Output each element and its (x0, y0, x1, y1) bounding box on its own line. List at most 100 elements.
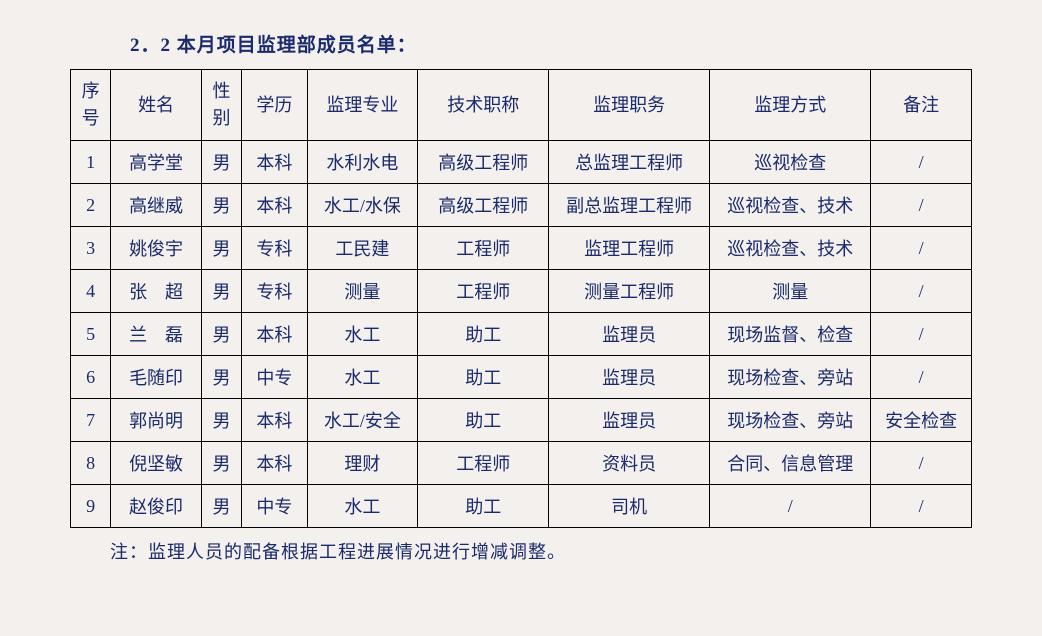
cell-position: 监理员 (549, 313, 710, 356)
th-gender: 性别 (201, 70, 241, 141)
footnote: 注：监理人员的配备根据工程进展情况进行增减调整。 (110, 538, 972, 564)
cell-title: 助工 (418, 399, 549, 442)
cell-edu: 本科 (242, 313, 307, 356)
cell-seq: 6 (71, 356, 111, 399)
table-row: 4张 超男专科测量工程师测量工程师测量/ (71, 270, 972, 313)
cell-major: 水工 (307, 356, 418, 399)
cell-edu: 专科 (242, 270, 307, 313)
cell-remark: / (871, 356, 972, 399)
cell-method: 巡视检查、技术 (710, 184, 871, 227)
cell-seq: 4 (71, 270, 111, 313)
cell-title: 助工 (418, 356, 549, 399)
table-row: 7郭尚明男本科水工/安全助工监理员现场检查、旁站安全检查 (71, 399, 972, 442)
th-edu: 学历 (242, 70, 307, 141)
cell-method: / (710, 485, 871, 528)
cell-title: 工程师 (418, 270, 549, 313)
th-name: 姓名 (111, 70, 202, 141)
cell-gender: 男 (201, 485, 241, 528)
cell-name: 兰 磊 (111, 313, 202, 356)
cell-position: 监理员 (549, 399, 710, 442)
cell-edu: 本科 (242, 399, 307, 442)
table-header-row: 序号 姓名 性别 学历 监理专业 技术职称 监理职务 监理方式 备注 (71, 70, 972, 141)
cell-title: 助工 (418, 313, 549, 356)
cell-position: 监理工程师 (549, 227, 710, 270)
cell-major: 水工/水保 (307, 184, 418, 227)
table-row: 8倪坚敏男本科理财工程师资料员合同、信息管理/ (71, 442, 972, 485)
cell-gender: 男 (201, 313, 241, 356)
cell-title: 助工 (418, 485, 549, 528)
cell-seq: 5 (71, 313, 111, 356)
cell-gender: 男 (201, 227, 241, 270)
table-row: 5兰 磊男本科水工助工监理员现场监督、检查/ (71, 313, 972, 356)
cell-remark: / (871, 270, 972, 313)
cell-major: 理财 (307, 442, 418, 485)
cell-title: 工程师 (418, 442, 549, 485)
cell-seq: 3 (71, 227, 111, 270)
cell-name: 张 超 (111, 270, 202, 313)
cell-remark: 安全检查 (871, 399, 972, 442)
cell-gender: 男 (201, 356, 241, 399)
cell-name: 赵俊印 (111, 485, 202, 528)
staff-table: 序号 姓名 性别 学历 监理专业 技术职称 监理职务 监理方式 备注 1高学堂男… (70, 69, 972, 528)
table-row: 3姚俊宇男专科工民建工程师监理工程师巡视检查、技术/ (71, 227, 972, 270)
cell-remark: / (871, 485, 972, 528)
cell-method: 现场监督、检查 (710, 313, 871, 356)
cell-name: 倪坚敏 (111, 442, 202, 485)
cell-seq: 8 (71, 442, 111, 485)
cell-method: 现场检查、旁站 (710, 399, 871, 442)
cell-gender: 男 (201, 270, 241, 313)
cell-seq: 1 (71, 141, 111, 184)
th-title: 技术职称 (418, 70, 549, 141)
section-title: 2．2 本月项目监理部成员名单： (130, 30, 972, 57)
table-row: 1高学堂男本科水利水电高级工程师总监理工程师巡视检查/ (71, 141, 972, 184)
cell-name: 高继威 (111, 184, 202, 227)
cell-position: 总监理工程师 (549, 141, 710, 184)
cell-seq: 9 (71, 485, 111, 528)
cell-position: 副总监理工程师 (549, 184, 710, 227)
cell-method: 测量 (710, 270, 871, 313)
cell-gender: 男 (201, 442, 241, 485)
cell-remark: / (871, 141, 972, 184)
cell-major: 水工 (307, 313, 418, 356)
th-seq: 序号 (71, 70, 111, 141)
cell-name: 毛随印 (111, 356, 202, 399)
th-major: 监理专业 (307, 70, 418, 141)
cell-edu: 中专 (242, 356, 307, 399)
cell-title: 工程师 (418, 227, 549, 270)
cell-major: 测量 (307, 270, 418, 313)
cell-seq: 2 (71, 184, 111, 227)
table-row: 2高继威男本科水工/水保高级工程师副总监理工程师巡视检查、技术/ (71, 184, 972, 227)
th-position: 监理职务 (549, 70, 710, 141)
cell-seq: 7 (71, 399, 111, 442)
cell-name: 姚俊宇 (111, 227, 202, 270)
cell-position: 测量工程师 (549, 270, 710, 313)
cell-method: 合同、信息管理 (710, 442, 871, 485)
cell-gender: 男 (201, 399, 241, 442)
cell-title: 高级工程师 (418, 141, 549, 184)
cell-name: 郭尚明 (111, 399, 202, 442)
cell-method: 巡视检查、技术 (710, 227, 871, 270)
cell-major: 工民建 (307, 227, 418, 270)
cell-remark: / (871, 184, 972, 227)
cell-remark: / (871, 442, 972, 485)
cell-name: 高学堂 (111, 141, 202, 184)
th-remark: 备注 (871, 70, 972, 141)
cell-method: 现场检查、旁站 (710, 356, 871, 399)
cell-major: 水工/安全 (307, 399, 418, 442)
cell-position: 监理员 (549, 356, 710, 399)
table-row: 9赵俊印男中专水工助工司机// (71, 485, 972, 528)
cell-title: 高级工程师 (418, 184, 549, 227)
cell-major: 水利水电 (307, 141, 418, 184)
table-row: 6毛随印男中专水工助工监理员现场检查、旁站/ (71, 356, 972, 399)
cell-gender: 男 (201, 184, 241, 227)
cell-edu: 本科 (242, 141, 307, 184)
cell-method: 巡视检查 (710, 141, 871, 184)
cell-major: 水工 (307, 485, 418, 528)
cell-edu: 本科 (242, 184, 307, 227)
cell-remark: / (871, 227, 972, 270)
cell-remark: / (871, 313, 972, 356)
th-method: 监理方式 (710, 70, 871, 141)
cell-position: 司机 (549, 485, 710, 528)
cell-edu: 中专 (242, 485, 307, 528)
cell-edu: 本科 (242, 442, 307, 485)
